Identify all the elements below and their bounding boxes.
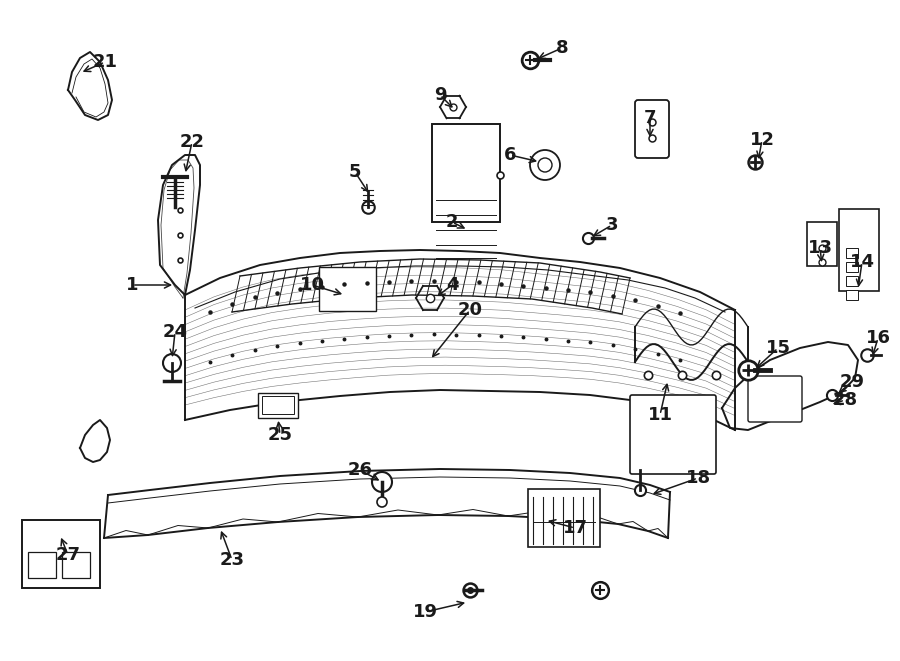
- Text: 25: 25: [267, 426, 293, 444]
- Text: 6: 6: [504, 146, 517, 164]
- Text: 16: 16: [866, 329, 890, 347]
- Bar: [432, 124, 500, 222]
- Text: 18: 18: [686, 469, 711, 487]
- Bar: [262, 396, 294, 414]
- Text: 29: 29: [840, 373, 865, 391]
- Bar: [846, 248, 858, 258]
- Bar: [62, 552, 90, 578]
- Text: 17: 17: [562, 519, 588, 537]
- Text: 23: 23: [220, 551, 245, 569]
- Circle shape: [372, 472, 392, 492]
- Bar: [28, 552, 56, 578]
- Text: 13: 13: [807, 239, 833, 257]
- Bar: [846, 262, 858, 272]
- Text: 15: 15: [766, 339, 790, 357]
- Text: 5: 5: [349, 163, 361, 181]
- Bar: [528, 489, 600, 547]
- FancyBboxPatch shape: [635, 100, 669, 158]
- Text: 7: 7: [644, 109, 656, 127]
- Bar: [846, 276, 858, 286]
- Text: 24: 24: [163, 323, 187, 341]
- Text: 28: 28: [832, 391, 858, 409]
- Bar: [258, 393, 298, 418]
- FancyBboxPatch shape: [319, 267, 376, 311]
- Circle shape: [163, 354, 181, 372]
- Text: 14: 14: [850, 253, 875, 271]
- Text: 1: 1: [126, 276, 139, 294]
- Text: 9: 9: [434, 86, 446, 104]
- Text: 3: 3: [606, 216, 618, 234]
- Circle shape: [377, 497, 387, 507]
- Text: 11: 11: [647, 406, 672, 424]
- Text: 10: 10: [300, 276, 325, 294]
- Bar: [846, 290, 858, 300]
- Text: 20: 20: [457, 301, 482, 319]
- FancyBboxPatch shape: [630, 395, 716, 474]
- FancyBboxPatch shape: [807, 222, 837, 266]
- Text: 26: 26: [347, 461, 373, 479]
- Circle shape: [530, 150, 560, 180]
- Text: 22: 22: [179, 133, 204, 151]
- Text: 27: 27: [56, 546, 80, 564]
- Text: 21: 21: [93, 53, 118, 71]
- Text: 8: 8: [555, 39, 568, 57]
- Bar: [22, 520, 100, 588]
- Text: 19: 19: [412, 603, 437, 621]
- FancyBboxPatch shape: [839, 209, 879, 291]
- Text: 2: 2: [446, 213, 458, 231]
- FancyBboxPatch shape: [748, 376, 802, 422]
- Circle shape: [538, 158, 552, 172]
- Text: 4: 4: [446, 276, 458, 294]
- Text: 12: 12: [750, 131, 775, 149]
